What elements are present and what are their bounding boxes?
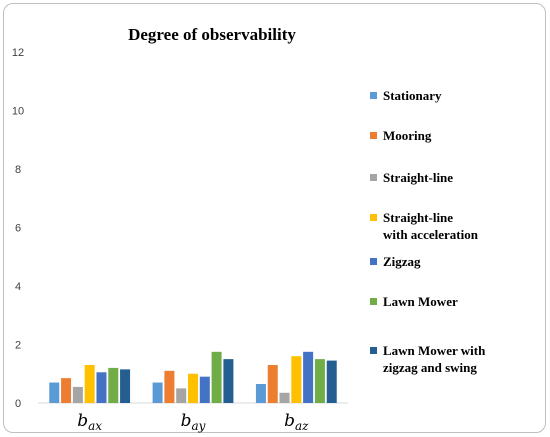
bar bbox=[199, 376, 210, 403]
bar bbox=[164, 370, 175, 403]
bar bbox=[96, 372, 107, 403]
bar bbox=[72, 386, 83, 403]
bar bbox=[108, 367, 119, 403]
legend-label: Mooring bbox=[383, 128, 432, 143]
bar-group bbox=[49, 351, 337, 403]
legend-item: Straight-line with acceleration bbox=[370, 210, 479, 242]
legend-swatch bbox=[370, 92, 377, 99]
legend-label: Stationary bbox=[383, 88, 442, 103]
legend-label: Lawn Mower with bbox=[383, 343, 486, 358]
y-tick-label: 6 bbox=[15, 223, 21, 235]
legend-item: Mooring bbox=[370, 128, 432, 143]
legend-label: Zigzag bbox=[383, 254, 421, 269]
legend-item: Stationary bbox=[370, 88, 442, 103]
bar bbox=[84, 364, 95, 403]
x-tick-label: bay bbox=[181, 411, 206, 433]
legend-item: Lawn Mower bbox=[370, 294, 458, 309]
legend-label: Lawn Mower bbox=[383, 294, 458, 309]
x-axis-categories: bax bay baz bbox=[77, 411, 309, 433]
bar bbox=[176, 388, 187, 403]
legend-item: Lawn Mower with zigzag and swing bbox=[370, 343, 486, 375]
legend-swatch bbox=[370, 214, 377, 221]
bar bbox=[291, 356, 302, 403]
y-tick-label: 2 bbox=[15, 340, 21, 352]
legend: StationaryMooringStraight-lineStraight-l… bbox=[370, 88, 486, 375]
legend-item: Zigzag bbox=[370, 254, 421, 269]
legend-swatch bbox=[370, 298, 377, 305]
y-tick-label: 12 bbox=[12, 47, 24, 59]
bar bbox=[188, 373, 198, 403]
y-tick-label: 0 bbox=[15, 398, 21, 410]
bar bbox=[279, 392, 290, 403]
bar bbox=[314, 359, 325, 403]
y-axis: 0 2 4 6 8 10 12 bbox=[12, 47, 24, 410]
bar bbox=[61, 378, 72, 403]
bar bbox=[49, 382, 60, 403]
x-tick-label: bax bbox=[77, 411, 102, 433]
y-tick-label: 4 bbox=[15, 281, 21, 293]
legend-swatch bbox=[370, 258, 377, 265]
bar bbox=[303, 351, 314, 403]
bar bbox=[120, 369, 131, 403]
bar bbox=[255, 383, 266, 403]
bar bbox=[152, 382, 163, 403]
legend-swatch bbox=[370, 174, 377, 181]
bar bbox=[326, 360, 337, 403]
chart-frame bbox=[3, 3, 546, 433]
bar bbox=[223, 359, 234, 403]
bar bbox=[211, 351, 222, 403]
legend-item: Straight-line bbox=[370, 170, 453, 185]
legend-label: with acceleration bbox=[383, 227, 479, 242]
chart-title: Degree of observability bbox=[128, 25, 296, 44]
legend-label: Straight-line bbox=[383, 170, 453, 185]
legend-label: zigzag and swing bbox=[383, 360, 477, 375]
legend-swatch bbox=[370, 132, 377, 139]
y-tick-label: 8 bbox=[15, 164, 21, 176]
legend-swatch bbox=[370, 347, 377, 354]
bar bbox=[267, 364, 278, 403]
legend-label: Straight-line bbox=[383, 210, 453, 225]
x-tick-label: baz bbox=[284, 411, 309, 433]
y-tick-label: 10 bbox=[12, 106, 24, 118]
